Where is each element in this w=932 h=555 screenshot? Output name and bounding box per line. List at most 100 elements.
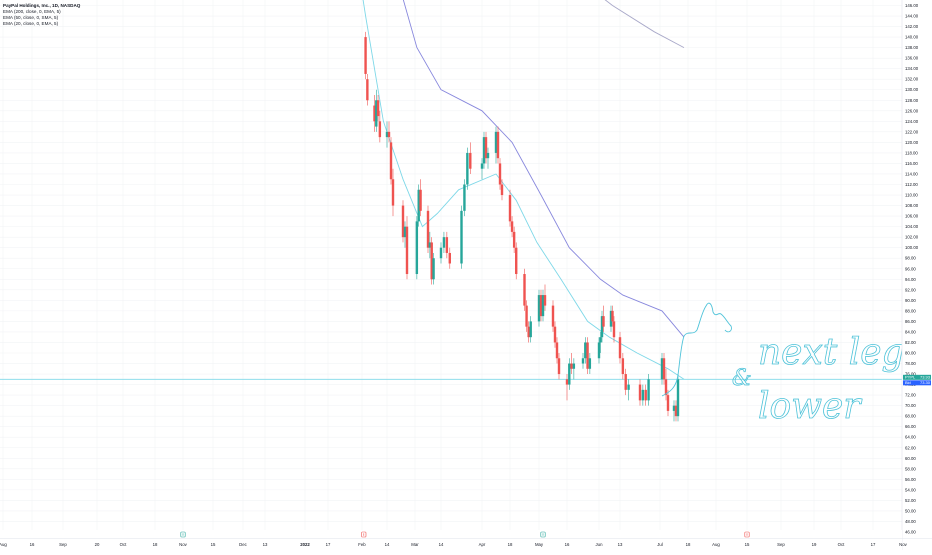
legend-symbol[interactable]: PayPal Holdings, Inc., 1D, NASDAQ <box>3 3 81 8</box>
candle[interactable] <box>515 242 518 280</box>
candle[interactable] <box>537 289 541 327</box>
legend-ema-50[interactable]: EMA (50, close, 0, SMA, 5) <box>3 15 59 20</box>
candle[interactable] <box>466 147 469 190</box>
candle[interactable] <box>618 331 622 364</box>
candle[interactable] <box>387 121 391 143</box>
candle[interactable] <box>557 352 561 380</box>
candle[interactable] <box>486 147 490 169</box>
candle[interactable] <box>638 379 642 406</box>
candle[interactable] <box>553 321 557 348</box>
candle[interactable] <box>375 89 378 132</box>
candle[interactable] <box>627 379 630 401</box>
candle[interactable] <box>445 231 449 259</box>
candle[interactable] <box>510 216 514 238</box>
candle[interactable] <box>647 374 650 406</box>
candle[interactable] <box>428 231 432 259</box>
candle[interactable] <box>676 374 680 422</box>
candle[interactable] <box>373 95 376 132</box>
dividend-marker[interactable] <box>540 531 546 538</box>
candle[interactable] <box>496 126 500 164</box>
candle[interactable] <box>430 237 433 285</box>
candle[interactable] <box>568 358 571 390</box>
candle[interactable] <box>426 205 430 253</box>
candle[interactable] <box>599 331 602 353</box>
candle[interactable] <box>376 95 380 122</box>
earnings-marker[interactable] <box>361 531 367 538</box>
candle[interactable] <box>602 305 605 332</box>
candle[interactable] <box>366 73 369 106</box>
candle[interactable] <box>484 131 488 164</box>
candle[interactable] <box>662 352 666 385</box>
candle[interactable] <box>570 352 573 375</box>
candle[interactable] <box>480 158 484 180</box>
candle[interactable] <box>419 179 422 217</box>
projection-squiggle[interactable] <box>661 302 732 397</box>
ema-20-line[interactable] <box>343 0 685 380</box>
candle[interactable] <box>417 184 420 227</box>
candle[interactable] <box>523 268 526 311</box>
legend-ema-20[interactable]: EMA (20, close, 0, EMA, 5) <box>3 21 59 26</box>
candle[interactable] <box>644 384 647 406</box>
time-tick-label: 19 <box>812 542 817 547</box>
dividend-marker[interactable] <box>180 531 186 538</box>
candle[interactable] <box>469 142 472 174</box>
candle[interactable] <box>463 179 466 217</box>
candle[interactable] <box>572 358 576 380</box>
candle[interactable] <box>460 205 463 269</box>
price-tag-bid[interactable]: Bid 73.30 <box>903 380 931 386</box>
candle[interactable] <box>512 226 516 253</box>
candle[interactable] <box>597 337 601 364</box>
candle[interactable] <box>482 131 486 169</box>
candle[interactable] <box>391 168 395 217</box>
candle[interactable] <box>584 337 587 364</box>
candle[interactable] <box>405 216 409 280</box>
candle[interactable] <box>581 352 585 369</box>
price-tag-last[interactable]: PYPL 73.93 <box>903 375 931 380</box>
candle[interactable] <box>385 121 389 148</box>
candle[interactable] <box>364 31 367 80</box>
candle[interactable] <box>586 337 589 375</box>
candle[interactable] <box>529 316 532 343</box>
candle[interactable] <box>403 221 407 248</box>
candle[interactable] <box>611 305 614 327</box>
candle[interactable] <box>543 284 547 311</box>
candle[interactable] <box>666 389 670 417</box>
legend-ema-200[interactable]: EMA (200, close, 0, EMA, 5) <box>3 9 61 14</box>
candle[interactable] <box>442 231 446 253</box>
candle[interactable] <box>621 352 625 380</box>
candle[interactable] <box>551 300 555 332</box>
candle[interactable] <box>494 126 498 164</box>
candle[interactable] <box>600 310 604 343</box>
candle[interactable] <box>415 216 419 280</box>
candle[interactable] <box>660 352 664 385</box>
candle[interactable] <box>401 200 405 243</box>
candle[interactable] <box>588 352 592 375</box>
candle[interactable] <box>432 252 435 285</box>
candle[interactable] <box>565 374 569 401</box>
candle[interactable] <box>378 110 382 143</box>
candle[interactable] <box>672 400 676 422</box>
candle[interactable] <box>527 321 530 343</box>
price-tag-value: 73.93 <box>920 375 931 380</box>
candle[interactable] <box>539 289 543 322</box>
candle[interactable] <box>641 384 645 406</box>
candle[interactable] <box>498 158 502 190</box>
ema-200-line[interactable] <box>578 0 685 48</box>
candle[interactable] <box>448 247 451 269</box>
candle[interactable] <box>508 189 512 227</box>
candle[interactable] <box>389 137 393 185</box>
earnings-marker[interactable] <box>744 531 750 538</box>
candle[interactable] <box>555 337 559 364</box>
candle[interactable] <box>609 305 613 332</box>
candle[interactable] <box>525 300 528 332</box>
candle[interactable] <box>624 368 627 396</box>
candle[interactable] <box>674 400 678 422</box>
candle[interactable] <box>500 179 504 201</box>
ema-50-line[interactable] <box>366 0 685 338</box>
candle[interactable] <box>664 368 668 401</box>
candle[interactable] <box>541 289 545 322</box>
candle[interactable] <box>612 316 616 343</box>
candle[interactable] <box>439 242 443 264</box>
